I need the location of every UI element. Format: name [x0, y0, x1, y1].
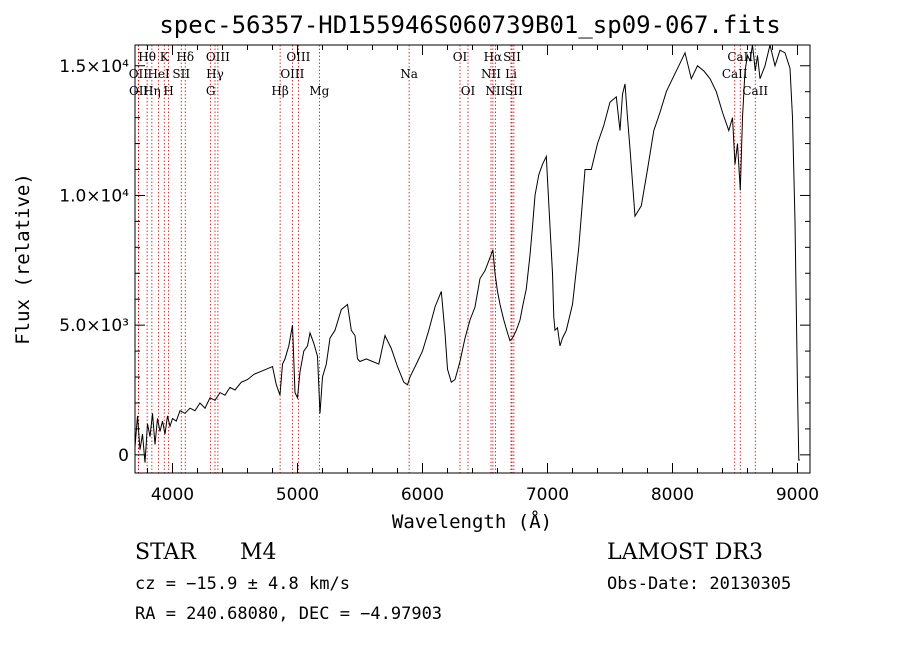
- line-marker-label: SII: [172, 67, 190, 81]
- line-marker-label: NII: [481, 67, 501, 81]
- line-marker-label: H: [163, 84, 173, 98]
- coordinates-text: RA = 240.68080, DEC = −4.97903: [135, 604, 443, 624]
- x-tick-label: 6000: [401, 485, 444, 505]
- line-marker-label: SII: [505, 84, 523, 98]
- object-subclass: M4: [240, 540, 277, 565]
- y-tick-label: 0: [118, 446, 129, 466]
- y-tick-label: 1.0×10⁴: [59, 186, 129, 206]
- plot-frame: [134, 44, 811, 474]
- line-marker-label: OIII: [286, 50, 310, 64]
- line-marker-label: CaII: [742, 84, 768, 98]
- y-tick-label: 1.5×10⁴: [59, 57, 129, 77]
- line-marker-label: Hβ: [271, 84, 288, 98]
- x-axis: 4000 5000 6000 7000 8000 9000: [147, 45, 819, 505]
- line-marker-label: NII: [485, 84, 505, 98]
- line-marker-label: K: [160, 50, 170, 64]
- y-axis: 0 5.0×10³ 1.0×10⁴ 1.5×10⁴: [59, 57, 810, 466]
- line-marker-label: G: [206, 84, 216, 98]
- line-marker-label: CaII: [722, 67, 748, 81]
- x-tick-label: 7000: [526, 485, 569, 505]
- x-tick-label: 9000: [776, 485, 819, 505]
- line-marker-label: Mg: [309, 84, 329, 98]
- line-marker-label: OIII: [206, 50, 230, 64]
- line-marker-label: Hδ: [176, 50, 194, 64]
- line-marker-label: CaII: [727, 50, 753, 64]
- line-marker-label: Hα: [484, 50, 503, 64]
- line-marker-label: OI: [461, 84, 476, 98]
- survey-name: LAMOST DR3: [607, 540, 763, 565]
- x-tick-label: 8000: [651, 485, 694, 505]
- chart-title: spec-56357-HD155946S060739B01_sp09-067.f…: [159, 11, 780, 39]
- line-marker-label: OI: [453, 50, 468, 64]
- line-marker-label: Hη: [143, 84, 161, 98]
- y-tick-label: 5.0×10³: [59, 316, 129, 336]
- x-tick-label: 4000: [151, 485, 194, 505]
- line-marker-label: Hθ: [138, 50, 156, 64]
- spectrum-series-line: [134, 44, 800, 463]
- obs-date-text: Obs-Date: 20130305: [607, 574, 792, 594]
- line-marker-label: OIII: [280, 67, 304, 81]
- line-marker-label: OII: [129, 84, 149, 98]
- line-marker-label: SII: [503, 50, 521, 64]
- line-marker-label: Na: [400, 67, 418, 81]
- redshift-text: cz = −15.9 ± 4.8 km/s: [135, 574, 350, 594]
- x-axis-label: Wavelength (Å): [392, 510, 552, 533]
- object-class: STAR: [135, 540, 196, 565]
- x-tick-label: 5000: [276, 485, 319, 505]
- line-marker-label: HeI: [147, 67, 170, 81]
- line-marker-label: Li: [505, 67, 517, 81]
- y-axis-label: Flux (relative): [12, 173, 34, 345]
- line-marker-label: Hγ: [206, 67, 224, 81]
